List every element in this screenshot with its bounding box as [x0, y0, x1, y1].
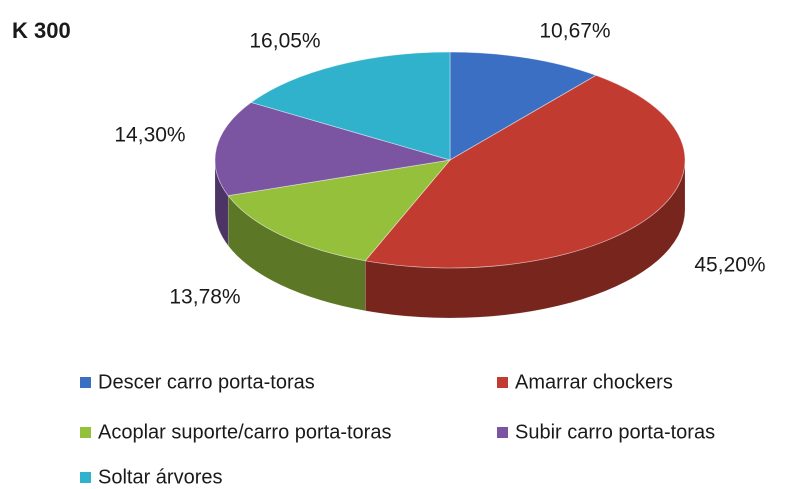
pie-slice — [227, 159, 451, 262]
data-label: 16,05% — [249, 30, 320, 53]
pie-slice — [364, 74, 686, 269]
legend-label: Soltar árvores — [98, 466, 223, 488]
legend-label: Subir carro porta-toras — [515, 421, 715, 443]
data-label: 10,67% — [539, 20, 610, 43]
legend-label: Amarrar chockers — [515, 371, 673, 393]
pie-slice — [214, 101, 451, 197]
pie-slice — [449, 51, 597, 161]
legend-swatch — [497, 377, 508, 388]
legend-swatch — [497, 427, 508, 438]
legend-swatch — [80, 427, 91, 438]
chart-title: K 300 — [12, 18, 71, 43]
legend-label: Descer carro porta-toras — [98, 371, 315, 393]
legend-label: Acoplar suporte/carro porta-toras — [98, 421, 391, 443]
legend-swatch — [80, 472, 91, 483]
pie-slice — [250, 51, 451, 161]
data-label: 13,78% — [169, 286, 240, 309]
data-label: 45,20% — [694, 254, 765, 277]
data-label: 14,30% — [114, 124, 185, 147]
legend-swatch — [80, 377, 91, 388]
